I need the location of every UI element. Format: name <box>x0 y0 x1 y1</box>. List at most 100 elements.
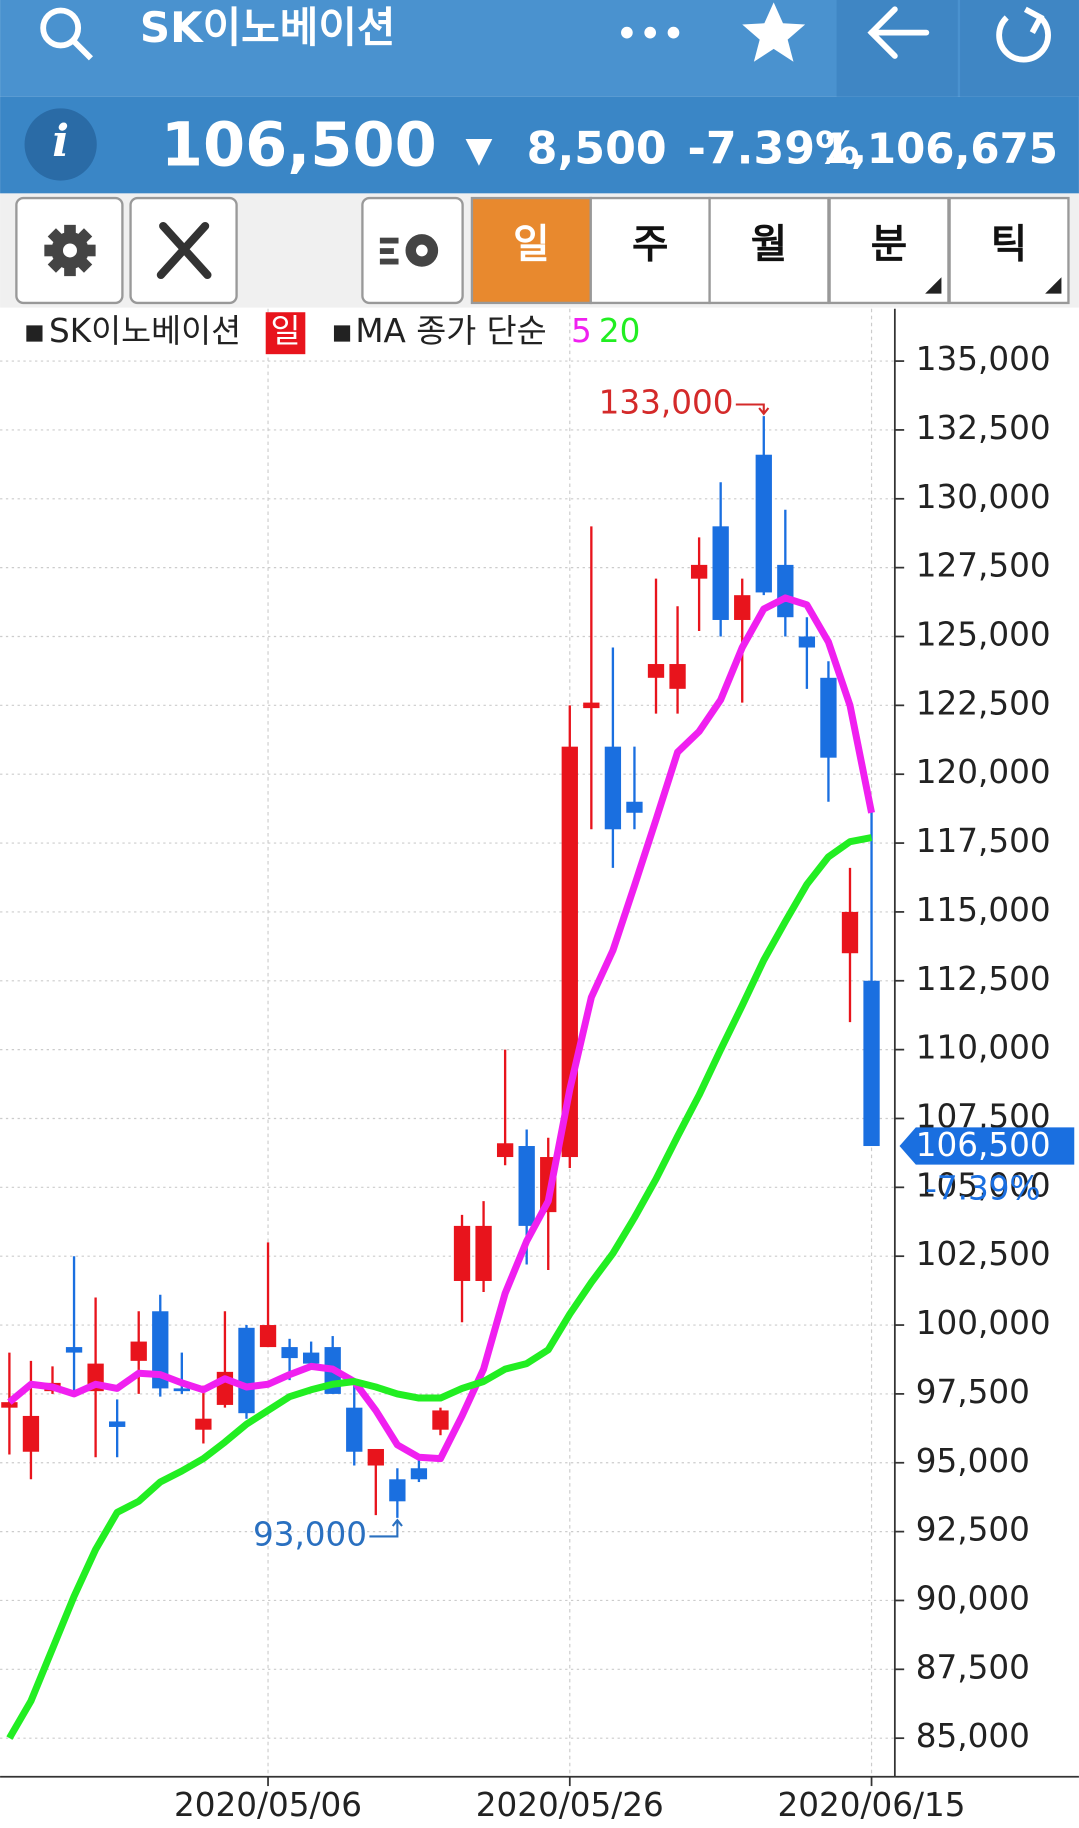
y-tick-label: 95,000 <box>916 1442 1030 1480</box>
more-icon[interactable] <box>621 26 680 39</box>
x-tick-label: 2020/06/15 <box>778 1786 966 1824</box>
change-rate: -7.39% <box>687 123 859 174</box>
legend-ma-label: MA 종가 단순 <box>355 312 546 350</box>
info-icon: i <box>52 115 69 167</box>
candle-body <box>410 1468 428 1480</box>
candle-body <box>518 1146 535 1226</box>
indicator-icon <box>379 234 439 267</box>
chart: 85,000 87,500 90,000 92,500 95,000 97,500 100,… <box>0 308 1079 1824</box>
candle-body <box>173 1388 190 1392</box>
period-tab[interactable] <box>589 196 711 305</box>
period-tab-label: 분 <box>871 221 907 267</box>
candle-body <box>1 1402 18 1408</box>
tab-corner <box>1045 277 1062 294</box>
candle-body <box>367 1448 384 1466</box>
candle-body <box>238 1327 255 1414</box>
candle-body <box>863 980 880 1147</box>
candle-body <box>820 677 837 758</box>
tab-corner <box>925 277 942 294</box>
info-button[interactable] <box>24 108 97 181</box>
candle-body <box>669 664 686 689</box>
favorite-icon[interactable] <box>742 2 806 62</box>
annotation-arrow <box>369 1518 403 1538</box>
candle-body <box>734 595 751 620</box>
annotation-arrow <box>735 403 770 416</box>
period-tab-label: 일 <box>513 221 549 267</box>
y-tick-label: 110,000 <box>916 1029 1051 1067</box>
candle-body <box>109 1421 126 1427</box>
search-icon[interactable] <box>40 7 94 61</box>
y-tick-label: 105,000 <box>916 1166 1051 1204</box>
y-tick-label: 102,500 <box>916 1235 1051 1273</box>
refresh-button-bg[interactable] <box>960 0 1079 97</box>
y-tick-label: 92,500 <box>916 1511 1030 1549</box>
y-tick-label: 97,500 <box>916 1373 1030 1411</box>
period-tab-label: 틱 <box>991 221 1027 267</box>
y-tick-label: 87,500 <box>916 1648 1030 1686</box>
candle-body <box>583 702 600 709</box>
direction-indicator: ▼ <box>465 130 492 170</box>
ma-line <box>6 834 873 1740</box>
candle-body <box>690 564 708 579</box>
legend-period: 일 <box>271 312 301 350</box>
y-tick-label: 122,500 <box>916 684 1051 722</box>
price-annotation: 133,000 <box>599 384 734 422</box>
candle-body <box>22 1415 40 1452</box>
candle-body <box>712 526 729 620</box>
candle-body <box>65 1347 83 1353</box>
legend-bullet: ▪ <box>331 312 353 350</box>
candle-body <box>389 1479 406 1502</box>
back-button-bg[interactable] <box>836 0 958 97</box>
y-tick-label: 112,500 <box>916 960 1051 998</box>
period-tab-label: 월 <box>751 221 787 267</box>
y-tick-label: 132,500 <box>916 409 1051 447</box>
ma-line <box>7 594 875 1463</box>
candle-body <box>496 1143 514 1158</box>
legend-bullet: ▪ <box>23 312 45 350</box>
y-tick-label: 125,000 <box>916 615 1051 653</box>
price-change: 8,500 <box>527 123 667 174</box>
legend-ma: 20 <box>599 312 640 350</box>
quote-bar <box>0 96 1079 194</box>
y-tick-label: 117,500 <box>916 822 1051 860</box>
refresh-icon[interactable] <box>996 6 1051 63</box>
candle-body <box>755 454 772 593</box>
period-tab[interactable] <box>470 196 592 305</box>
candle-body <box>152 1311 169 1389</box>
candle-body <box>604 746 622 830</box>
period-tab[interactable] <box>948 196 1070 305</box>
candle-body <box>647 664 665 678</box>
legend-stock-name: SK이노베이션 <box>49 312 241 350</box>
candle-body <box>195 1418 212 1430</box>
candle-body <box>346 1407 363 1452</box>
tools-icon <box>156 221 212 280</box>
y-tick-label: 120,000 <box>916 753 1051 791</box>
period-tab[interactable] <box>828 196 950 305</box>
y-tick-label: 130,000 <box>916 478 1051 516</box>
candle-body <box>281 1347 298 1359</box>
back-icon[interactable] <box>867 6 930 59</box>
settings-icon <box>44 224 96 277</box>
y-tick-label: 115,000 <box>916 891 1051 929</box>
current-price-label: 106,500 <box>916 1126 1051 1164</box>
legend-period-badge <box>265 312 306 355</box>
candle-body <box>432 1410 449 1430</box>
y-tick-label: 85,000 <box>916 1717 1030 1755</box>
stock-title[interactable]: SK이노베이션 <box>140 3 396 52</box>
period-tab[interactable] <box>708 196 830 305</box>
candle-body <box>475 1225 492 1281</box>
x-tick-label: 2020/05/06 <box>174 1786 362 1824</box>
candle-body <box>841 911 859 954</box>
y-tick-label: 90,000 <box>916 1579 1030 1617</box>
current-price-tag <box>899 1127 1075 1165</box>
candle-body <box>798 636 816 648</box>
y-tick-label: 100,000 <box>916 1304 1051 1342</box>
candle-body <box>259 1325 277 1348</box>
current-change-label: -7.39% <box>925 1169 1040 1207</box>
candle-body <box>561 746 578 1158</box>
candle-body <box>130 1341 147 1361</box>
price-annotation: 93,000 <box>253 1515 367 1553</box>
